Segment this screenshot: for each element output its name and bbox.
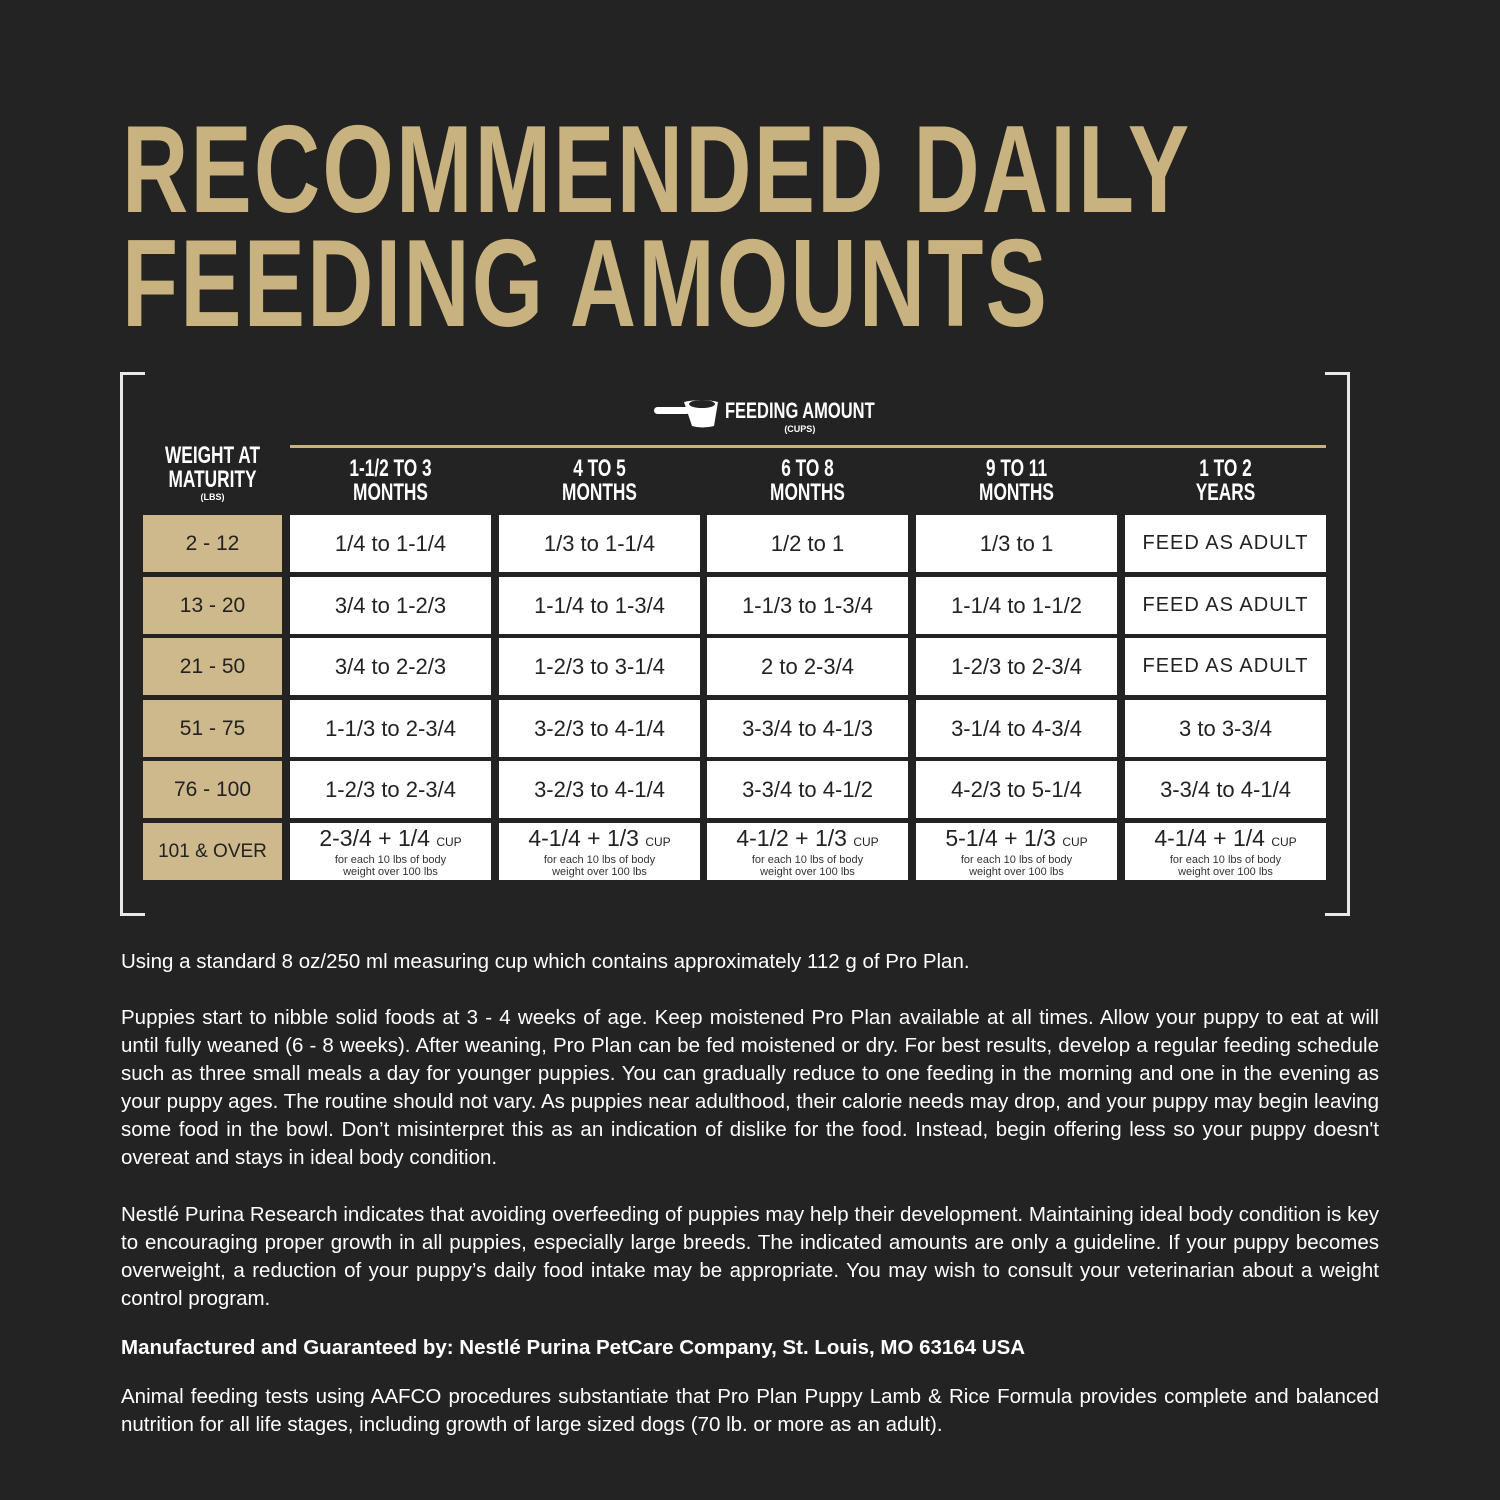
weight-cell: 76 - 100 bbox=[143, 761, 282, 818]
feeding-amount: 4-1/4 + 1/4 CUP bbox=[1154, 826, 1296, 854]
feeding-cell: 1-1/4 to 1-1/2 bbox=[916, 577, 1117, 634]
note-line2: weight over 100 lbs bbox=[343, 865, 438, 878]
amount-value: 5-1/4 + 1/3 bbox=[945, 824, 1056, 851]
column-header: 1 TO 2 YEARS bbox=[1125, 457, 1326, 505]
weight-cell: 101 & OVER bbox=[143, 823, 282, 880]
feeding-cell-over-100: 2-3/4 + 1/4 CUP for each 10 lbs of body … bbox=[290, 823, 491, 880]
feeding-amount: 2-3/4 + 1/4 CUP bbox=[319, 826, 461, 854]
column-header: 1-1/2 TO 3 MONTHS bbox=[290, 457, 491, 505]
feeding-cell-over-100: 4-1/4 + 1/4 CUP for each 10 lbs of body … bbox=[1125, 823, 1326, 880]
note-line1: for each 10 lbs of body bbox=[334, 853, 447, 866]
feeding-cell-over-100: 4-1/4 + 1/3 CUP for each 10 lbs of body … bbox=[499, 823, 700, 880]
weight-header-unit: (LBS) bbox=[200, 492, 225, 502]
note-line2: weight over 100 lbs bbox=[552, 865, 647, 878]
feeding-cell: FEED AS ADULT bbox=[1125, 515, 1326, 572]
feeding-cell: 3-2/3 to 4-1/4 bbox=[499, 761, 700, 818]
cup-unit: CUP bbox=[1271, 834, 1297, 849]
column-header-line1: 1 TO 2 bbox=[1199, 455, 1252, 482]
feeding-cell: 1-1/3 to 2-3/4 bbox=[290, 700, 491, 757]
note-line1: for each 10 lbs of body bbox=[751, 853, 864, 866]
feeding-amount-unit: (CUPS) bbox=[784, 424, 816, 434]
feeding-cell-over-100: 5-1/4 + 1/3 CUP for each 10 lbs of body … bbox=[916, 823, 1117, 880]
feeding-cell: 3-3/4 to 4-1/4 bbox=[1125, 761, 1326, 818]
column-header-line1: 9 TO 11 bbox=[985, 455, 1048, 482]
note-line2: weight over 100 lbs bbox=[760, 865, 855, 878]
feeding-cell: 1/3 to 1 bbox=[916, 515, 1117, 572]
column-header: 4 TO 5 MONTHS bbox=[499, 457, 700, 505]
feeding-cell: 1-1/4 to 1-3/4 bbox=[499, 577, 700, 634]
weight-header: WEIGHT AT MATURITY (LBS) bbox=[143, 442, 282, 503]
column-header-line2: MONTHS bbox=[353, 479, 428, 506]
feeding-cell: 2 to 2-3/4 bbox=[707, 638, 908, 695]
feeding-amount-header: FEEDING AMOUNT (CUPS) bbox=[652, 398, 875, 434]
feeding-amount: 5-1/4 + 1/3 CUP bbox=[945, 826, 1087, 854]
feeding-cell: 3/4 to 2-2/3 bbox=[290, 638, 491, 695]
feeding-cell: 3-2/3 to 4-1/4 bbox=[499, 700, 700, 757]
column-header-line1: 6 TO 8 bbox=[781, 455, 834, 482]
feeding-cell-over-100: 4-1/2 + 1/3 CUP for each 10 lbs of body … bbox=[707, 823, 908, 880]
weight-cell: 21 - 50 bbox=[143, 638, 282, 695]
note-line2: weight over 100 lbs bbox=[969, 865, 1064, 878]
feeding-cell: 1/2 to 1 bbox=[707, 515, 908, 572]
feeding-cell: 1/3 to 1-1/4 bbox=[499, 515, 700, 572]
cup-unit: CUP bbox=[436, 834, 462, 849]
amount-value: 2-3/4 + 1/4 bbox=[319, 824, 430, 851]
feeding-cell: 1-2/3 to 3-1/4 bbox=[499, 638, 700, 695]
note-line1: for each 10 lbs of body bbox=[960, 853, 1073, 866]
amount-value: 4-1/4 + 1/4 bbox=[1154, 824, 1265, 851]
feeding-cell: 3/4 to 1-2/3 bbox=[290, 577, 491, 634]
page-title-line2: FEEDING AMOUNTS bbox=[122, 215, 1050, 353]
amount-value: 4-1/2 + 1/3 bbox=[736, 824, 847, 851]
right-bracket bbox=[1325, 372, 1350, 916]
feeding-cell: 3 to 3-3/4 bbox=[1125, 700, 1326, 757]
paragraph-aafco: Animal feeding tests using AAFCO procedu… bbox=[121, 1385, 1379, 1436]
header-divider bbox=[290, 445, 1326, 448]
feeding-cell: 4-2/3 to 5-1/4 bbox=[916, 761, 1117, 818]
column-header-line2: YEARS bbox=[1195, 479, 1256, 506]
column-header-line1: 4 TO 5 bbox=[573, 455, 626, 482]
feeding-cell: 3-3/4 to 4-1/3 bbox=[707, 700, 908, 757]
amount-value: 4-1/4 + 1/3 bbox=[528, 824, 639, 851]
note-line2: weight over 100 lbs bbox=[1178, 865, 1273, 878]
feeding-cell: 3-1/4 to 4-3/4 bbox=[916, 700, 1117, 757]
feeding-cell: 1-2/3 to 2-3/4 bbox=[290, 761, 491, 818]
column-header: 9 TO 11 MONTHS bbox=[916, 457, 1117, 505]
column-header-line2: MONTHS bbox=[562, 479, 637, 506]
feeding-cell: FEED AS ADULT bbox=[1125, 577, 1326, 634]
feeding-cell: 1/4 to 1-1/4 bbox=[290, 515, 491, 572]
paragraph-measuring-cup: Using a standard 8 oz/250 ml measuring c… bbox=[121, 950, 970, 973]
column-header-line1: 1-1/2 TO 3 bbox=[349, 455, 432, 482]
column-header-line2: MONTHS bbox=[770, 479, 845, 506]
measuring-cup-icon bbox=[654, 400, 718, 428]
cup-unit: CUP bbox=[853, 834, 879, 849]
paragraph-manufacturer: Manufactured and Guaranteed by: Nestlé P… bbox=[121, 1336, 1026, 1359]
paragraph-research: Nestlé Purina Research indicates that av… bbox=[121, 1203, 1379, 1310]
feeding-amount-label: FEEDING AMOUNT bbox=[724, 398, 875, 423]
cup-unit: CUP bbox=[1062, 834, 1088, 849]
weight-cell: 2 - 12 bbox=[143, 515, 282, 572]
weight-cell: 13 - 20 bbox=[143, 577, 282, 634]
weight-cell: 51 - 75 bbox=[143, 700, 282, 757]
note-line1: for each 10 lbs of body bbox=[1169, 853, 1282, 866]
feeding-cell: FEED AS ADULT bbox=[1125, 638, 1326, 695]
feeding-cell: 1-1/3 to 1-3/4 bbox=[707, 577, 908, 634]
weight-header-line1: WEIGHT AT bbox=[164, 442, 261, 469]
feeding-cell: 3-3/4 to 4-1/2 bbox=[707, 761, 908, 818]
feeding-cell: 1-2/3 to 2-3/4 bbox=[916, 638, 1117, 695]
paragraph-puppies: Puppies start to nibble solid foods at 3… bbox=[121, 1006, 1379, 1169]
column-header: 6 TO 8 MONTHS bbox=[707, 457, 908, 505]
feeding-amount: 4-1/2 + 1/3 CUP bbox=[736, 826, 878, 854]
page-title-line1: RECOMMENDED DAILY bbox=[122, 101, 1192, 239]
feeding-amount: 4-1/4 + 1/3 CUP bbox=[528, 826, 670, 854]
cup-unit: CUP bbox=[645, 834, 671, 849]
column-header-line2: MONTHS bbox=[979, 479, 1054, 506]
left-bracket bbox=[120, 372, 145, 916]
note-line1: for each 10 lbs of body bbox=[543, 853, 656, 866]
weight-header-line2: MATURITY bbox=[168, 466, 257, 493]
